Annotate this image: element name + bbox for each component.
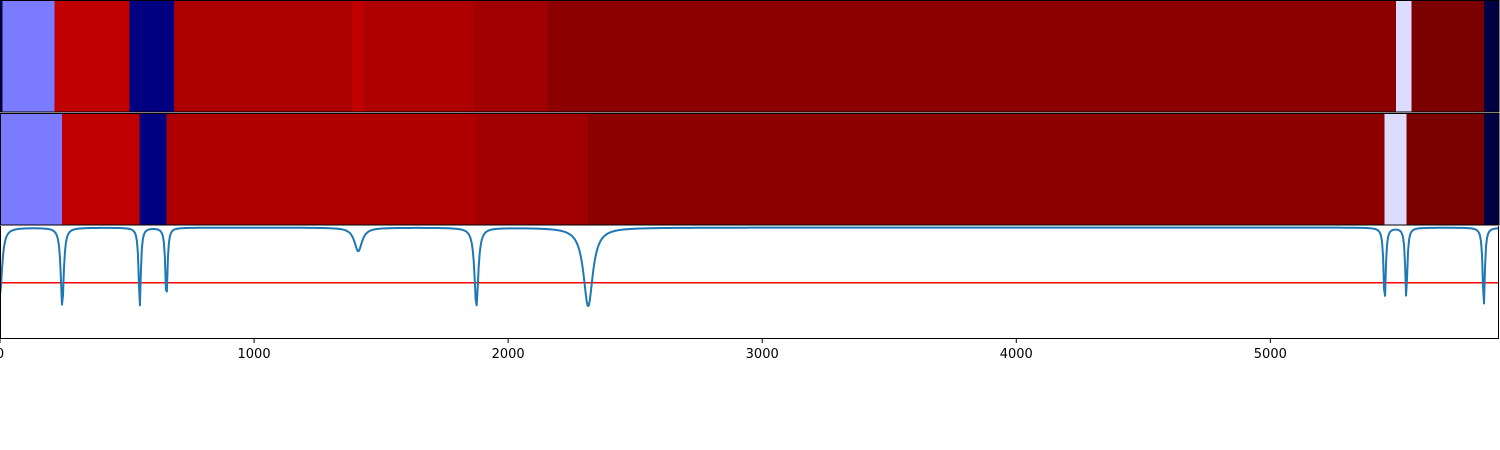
- x-tick-label: 1000: [238, 347, 271, 362]
- heat-segment: [1483, 113, 1499, 225]
- signal-panel: [0, 226, 1500, 339]
- heat-segment: [1411, 0, 1484, 112]
- x-tick-label: 2000: [492, 347, 525, 362]
- heat-segment: [54, 0, 130, 112]
- heat-segment: [547, 0, 1397, 112]
- heat-segment: [363, 0, 474, 112]
- heat-segment: [0, 0, 3, 112]
- x-tick-label: 3000: [746, 347, 779, 362]
- heat-segment: [473, 0, 548, 112]
- heat-segment: [1384, 113, 1407, 225]
- x-tick-label: 4000: [1000, 347, 1033, 362]
- heat-segment: [351, 0, 364, 112]
- heat-segment: [139, 113, 167, 225]
- x-axis: 0 1000 2000 3000 4000 5000: [0, 338, 1287, 362]
- heat-segment: [1483, 0, 1499, 112]
- heat-segment: [1396, 0, 1412, 112]
- heat-segment: [166, 113, 477, 225]
- heat-segment: [476, 113, 589, 225]
- track-frame: [0, 113, 1500, 226]
- x-tick-label: 0: [0, 347, 4, 362]
- segment-track-1: [0, 0, 1500, 113]
- heat-segment: [0, 113, 63, 225]
- segment-track-2: [0, 113, 1500, 226]
- track-frame: [0, 0, 1500, 113]
- heat-segment: [129, 0, 175, 112]
- heat-segment: [588, 113, 1385, 225]
- heat-segment: [62, 113, 140, 225]
- heat-segment: [1406, 113, 1484, 225]
- heat-segment: [2, 0, 55, 112]
- x-tick-label: 5000: [1254, 347, 1287, 362]
- heat-segment: [174, 0, 352, 112]
- signal-line: [0, 226, 1500, 308]
